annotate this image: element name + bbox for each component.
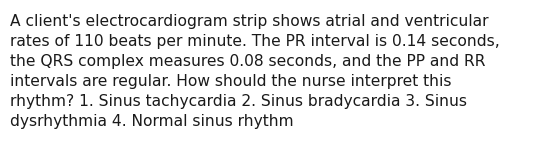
Text: A client's electrocardiogram strip shows atrial and ventricular
rates of 110 bea: A client's electrocardiogram strip shows… — [10, 14, 500, 129]
